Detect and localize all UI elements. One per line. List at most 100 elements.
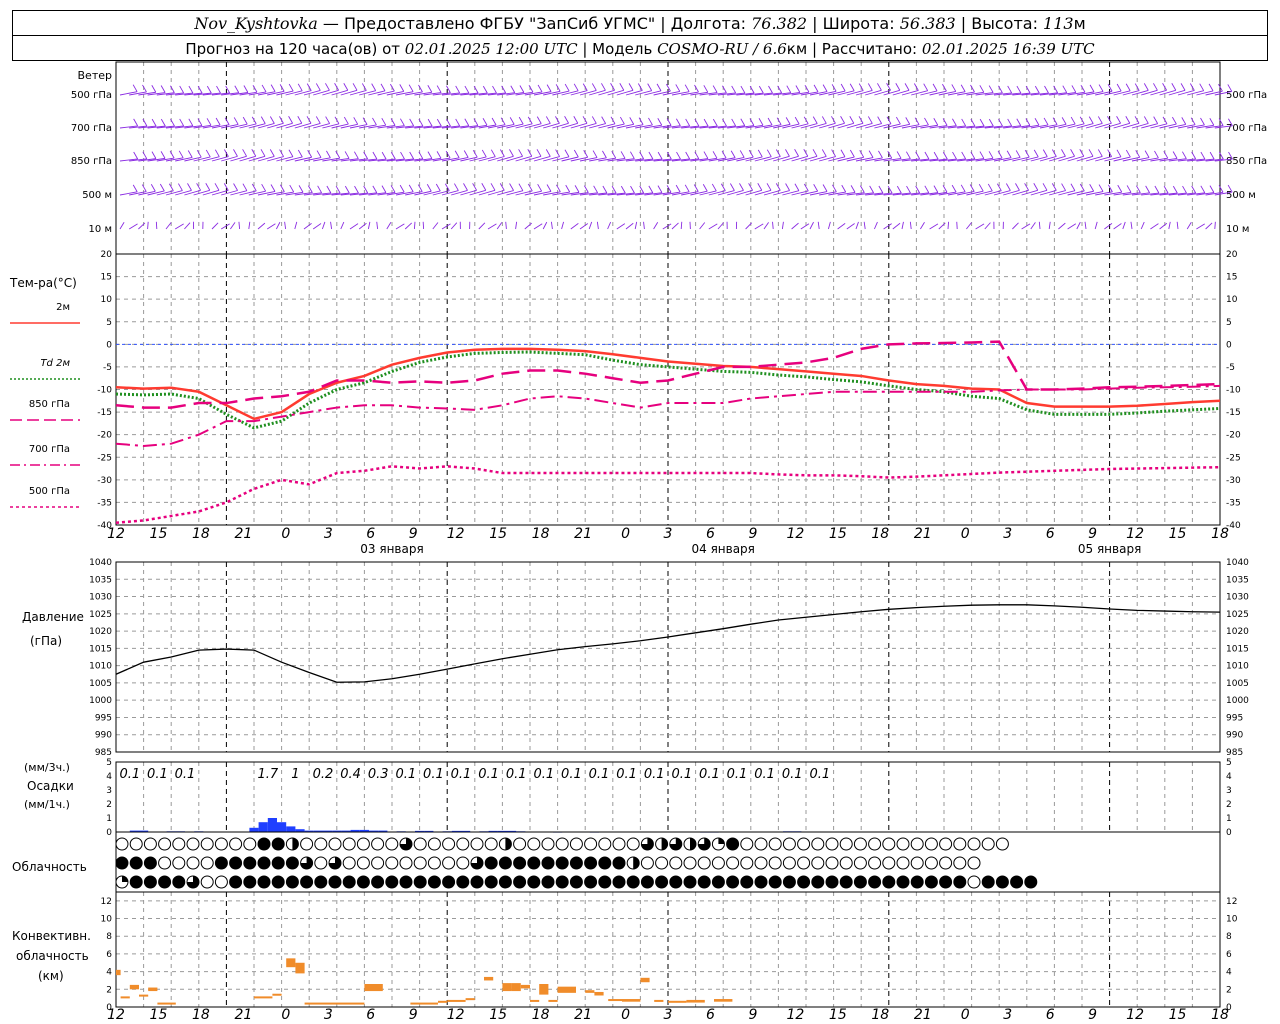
precip-tick-left: 3 <box>106 786 112 796</box>
wind-barb <box>1095 156 1112 162</box>
wind-barb <box>837 156 855 162</box>
cloud-cover-circle <box>498 856 512 870</box>
cloud-cover-circle <box>655 875 669 889</box>
cloud-cover-sector <box>690 838 696 850</box>
wind-barb <box>138 190 156 196</box>
precip-3h-label: 0.1 <box>478 767 499 782</box>
cloud-cover-circle <box>953 875 967 889</box>
wind-barb-feather <box>637 83 643 91</box>
wind-barb-feather <box>730 150 736 158</box>
precip-bar <box>286 826 296 832</box>
cloud-cover-circle <box>498 875 512 889</box>
wind-barb <box>221 123 239 129</box>
forecast-time: 02.01.2025 12:00 UTC <box>404 40 578 58</box>
wind-barb <box>616 89 634 96</box>
wind-level-label: 500 гПа <box>71 90 112 101</box>
wind-barb <box>451 92 469 96</box>
wind-barb <box>405 191 423 196</box>
wind-barb <box>1030 222 1036 230</box>
wind-barb <box>1049 155 1066 162</box>
precip-3h-label: 0.1 <box>451 767 472 782</box>
wind-barb-feather <box>629 151 635 159</box>
pressure-tick-left: 1025 <box>89 610 112 620</box>
wind-barb <box>451 157 469 162</box>
wind-barb-feather <box>492 85 497 94</box>
calc-time: 02.01.2025 16:39 UTC <box>921 40 1095 58</box>
cloud-cover-circle <box>825 875 839 889</box>
cloud-cover-circle <box>839 856 853 870</box>
cloud-cover-circle <box>995 837 1009 851</box>
wind-barb-feather <box>1108 184 1113 193</box>
cloud-cover-circle <box>726 856 740 870</box>
wind-barb <box>1168 123 1186 129</box>
wind-barb <box>865 89 882 96</box>
wind-barb-feather <box>160 85 166 93</box>
wind-barb-feather <box>132 84 138 92</box>
wind-barb-feather <box>1042 149 1048 157</box>
wind-barb <box>817 221 820 230</box>
wind-barb <box>478 222 486 230</box>
wind-barb <box>874 89 891 96</box>
precip-3h-label: 0.1 <box>699 767 720 782</box>
wind-barb-feather <box>979 118 985 127</box>
conv-tick-right: 12 <box>1226 897 1237 907</box>
temp-legend-label: 850 гПа <box>29 399 70 410</box>
wind-barb <box>266 223 276 230</box>
wind-barb-feather <box>720 183 726 191</box>
wind-barb <box>1085 191 1104 196</box>
wind-barb-feather <box>509 117 515 125</box>
conv-cloud-cell <box>139 994 149 997</box>
wind-barb <box>791 123 809 129</box>
wind-barb-feather <box>785 183 790 191</box>
wind-barb-feather <box>831 116 836 124</box>
pressure-tick-left: 995 <box>95 713 112 723</box>
wind-barb <box>395 191 414 196</box>
wind-barb <box>432 92 451 96</box>
pressure-panel-frame <box>115 561 1221 753</box>
wind-barb <box>303 223 312 230</box>
wind-barb <box>920 124 938 129</box>
wind-barb <box>533 191 552 196</box>
wind-barb <box>1131 192 1150 196</box>
wind-barb <box>533 223 543 230</box>
wind-barb <box>138 222 146 230</box>
wind-barb-feather <box>188 118 194 127</box>
wind-barb <box>929 90 947 96</box>
wind-level-label: 700 гПа <box>71 123 112 134</box>
wind-barb <box>395 91 414 96</box>
wind-barb <box>239 91 258 96</box>
wind-barb <box>1094 221 1098 230</box>
cloud-cover-circle <box>541 837 555 851</box>
wind-barb <box>745 156 763 162</box>
wind-barb-feather <box>390 185 396 193</box>
wind-barb-feather <box>315 116 321 124</box>
wind-barb <box>938 90 956 96</box>
wind-barb <box>1186 222 1192 230</box>
pressure-tick-right: 1015 <box>1226 644 1249 654</box>
wind-barb-feather <box>335 150 341 159</box>
wind-barb-feather <box>1025 85 1031 94</box>
cloud-cover-sector <box>698 838 711 850</box>
wind-barb-feather <box>1228 151 1233 160</box>
wind-barb <box>506 155 523 162</box>
wind-barb <box>616 123 634 129</box>
wind-barb <box>947 91 966 96</box>
wind-barb <box>837 223 846 230</box>
wind-barb <box>330 221 333 230</box>
wind-barb <box>1141 89 1158 96</box>
x-hour-label: 6 <box>1046 526 1055 542</box>
wind-barb <box>1104 156 1122 162</box>
conv-cloud-cell <box>539 984 549 995</box>
wind-barb <box>497 190 514 196</box>
wind-barb-feather <box>270 184 276 192</box>
altitude-label: | Высота: <box>955 14 1044 33</box>
temp-series-4 <box>115 384 1221 447</box>
wind-barb <box>681 158 699 162</box>
wind-barb <box>589 89 606 96</box>
wind-barb <box>497 123 515 129</box>
x-hour-label: 0 <box>281 526 290 542</box>
wind-barb <box>349 192 368 196</box>
wind-barb <box>322 157 340 162</box>
cloud-cover-circle <box>612 875 626 889</box>
wind-barb-feather <box>932 83 938 92</box>
